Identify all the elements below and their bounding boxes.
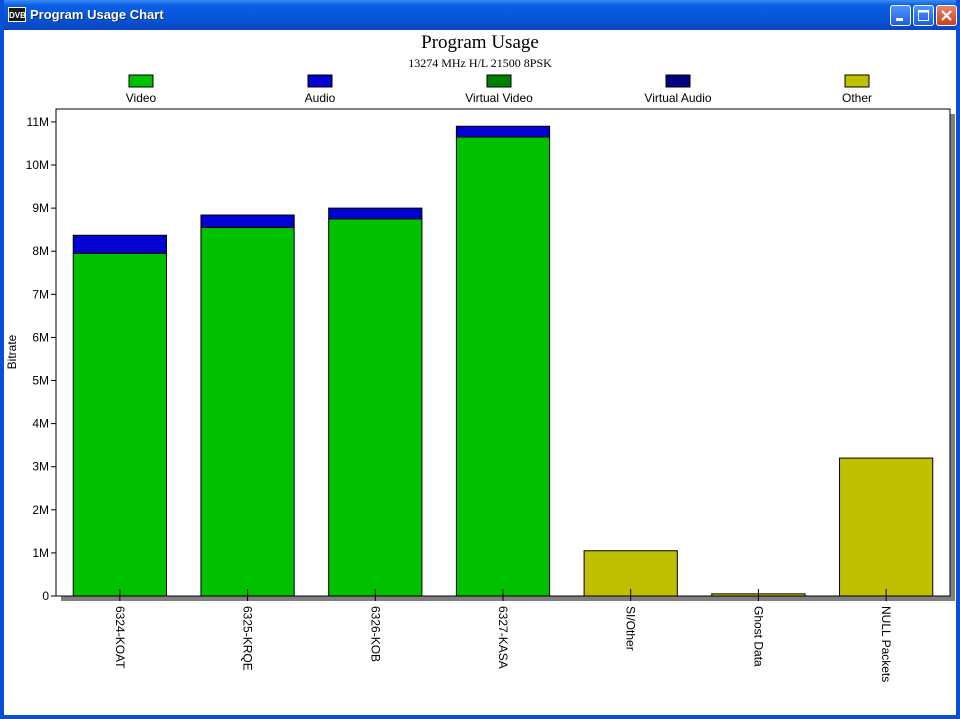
legend-swatch-1: [307, 74, 333, 88]
plot-area: 0 1M 2M 3M 4M 5M 6M 7M 8M 9M 10M 11M 6324-KOAT 6325-K…: [26, 108, 955, 682]
legend-swatch-3: [665, 74, 691, 88]
minimize-button[interactable]: [890, 5, 911, 26]
y-tick-label-6: 6M: [32, 330, 49, 344]
legend-swatch-2: [486, 74, 512, 88]
chart-area: Program Usage 13274 MHz H/L 21500 8PSK V…: [4, 30, 956, 715]
close-icon: [941, 10, 952, 21]
dvb-app-icon[interactable]: DVB: [8, 7, 26, 22]
legend-label-1: Audio: [305, 91, 336, 105]
legend-label-2: Virtual Video: [465, 91, 533, 105]
y-tick-label-9: 9M: [32, 201, 49, 215]
maximize-icon: [918, 10, 929, 21]
x-tick-label-5: Ghost Data: [751, 606, 765, 667]
y-tick-label-3: 3M: [32, 460, 49, 474]
bar-6-4: [839, 457, 934, 597]
y-tick-label-10: 10M: [26, 158, 49, 172]
x-tick-label-2: 6326-KOB: [368, 606, 382, 662]
x-tick-label-3: 6327-KASA: [496, 606, 510, 669]
minimize-icon: [896, 18, 903, 21]
x-tick-label-0: 6324-KOAT: [113, 606, 127, 669]
x-tick-label-1: 6325-KRQE: [241, 606, 255, 671]
legend-swatch-4: [844, 74, 870, 88]
y-tick-label-8: 8M: [32, 244, 49, 258]
legend: Video Audio Virtual Video Virtual Audio Othe…: [126, 74, 872, 105]
bar-2-0: [328, 218, 423, 597]
close-button[interactable]: [936, 5, 957, 26]
title-bar[interactable]: DVB Program Usage Chart: [4, 0, 957, 30]
y-tick-label-1: 1M: [32, 546, 49, 560]
usage-chart: Program Usage 13274 MHz H/L 21500 8PSK V…: [5, 32, 955, 682]
y-tick-label-4: 4M: [32, 417, 49, 431]
legend-label-4: Other: [842, 91, 872, 105]
x-tick-label-4: SI/Other: [624, 606, 638, 651]
y-tick-label-2: 2M: [32, 503, 49, 517]
legend-label-3: Virtual Audio: [644, 91, 711, 105]
window-title: Program Usage Chart: [30, 7, 164, 22]
maximize-button[interactable]: [913, 5, 934, 26]
chart-subtitle: 13274 MHz H/L 21500 8PSK: [408, 56, 552, 70]
y-axis-label: Bitrate: [5, 334, 19, 369]
chart-title: Program Usage: [421, 32, 539, 53]
legend-label-0: Video: [126, 91, 157, 105]
bar-2-1: [328, 207, 423, 220]
legend-swatch-0: [128, 74, 154, 88]
bar-1-1: [200, 214, 295, 229]
bar-0-0: [72, 252, 167, 597]
bar-0-1: [72, 234, 167, 254]
y-tick-label-5: 5M: [32, 374, 49, 388]
x-tick-label-6: NULL Packets: [879, 606, 893, 682]
bar-1-0: [200, 227, 295, 597]
bar-3-1: [455, 125, 551, 138]
y-tick-label-0: 0: [42, 589, 49, 603]
bar-3-0: [455, 136, 551, 597]
y-tick-label-11: 11M: [27, 115, 49, 129]
y-tick-label-7: 7M: [32, 287, 49, 301]
